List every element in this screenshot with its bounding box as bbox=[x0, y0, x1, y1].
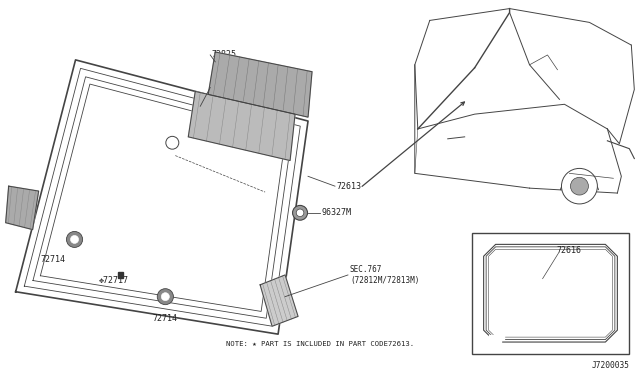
Polygon shape bbox=[6, 186, 38, 230]
Text: NOTE: ★ PART IS INCLUDED IN PART CODE72613.: NOTE: ★ PART IS INCLUDED IN PART CODE726… bbox=[226, 341, 414, 347]
Text: 72714: 72714 bbox=[40, 255, 65, 264]
Polygon shape bbox=[208, 52, 312, 117]
Text: 72825: 72825 bbox=[211, 51, 236, 60]
Circle shape bbox=[292, 205, 308, 220]
Text: 72B11: 72B11 bbox=[211, 83, 236, 92]
Circle shape bbox=[157, 289, 173, 305]
Text: 72613: 72613 bbox=[337, 182, 362, 191]
Polygon shape bbox=[15, 60, 308, 334]
Text: 72616: 72616 bbox=[557, 246, 582, 255]
Text: SEC.767
(72812M/72813M): SEC.767 (72812M/72813M) bbox=[350, 265, 419, 285]
Circle shape bbox=[67, 231, 83, 247]
Circle shape bbox=[70, 235, 79, 243]
Circle shape bbox=[166, 137, 179, 149]
Circle shape bbox=[561, 169, 597, 204]
Circle shape bbox=[570, 177, 588, 195]
Text: ✥72717: ✥72717 bbox=[99, 276, 129, 285]
Bar bbox=[118, 272, 124, 278]
Polygon shape bbox=[188, 92, 295, 160]
Text: 96327M: 96327M bbox=[322, 208, 352, 217]
Text: 72714: 72714 bbox=[153, 314, 178, 323]
Circle shape bbox=[296, 209, 304, 217]
Polygon shape bbox=[260, 275, 298, 326]
Circle shape bbox=[161, 293, 170, 301]
Bar bbox=[472, 232, 629, 354]
Text: J7200035: J7200035 bbox=[591, 361, 629, 370]
